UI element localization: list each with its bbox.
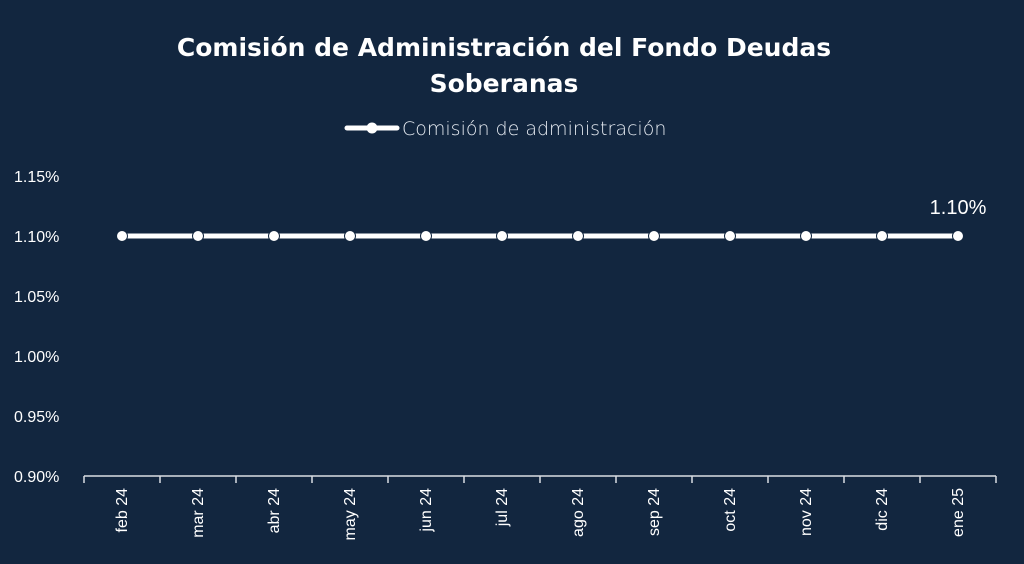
x-tick-label: dic 24 <box>874 488 891 531</box>
data-point <box>572 230 584 242</box>
y-tick-label: 1.05% <box>14 289 59 306</box>
data-point <box>724 230 736 242</box>
x-tick-label: oct 24 <box>722 488 739 532</box>
axes: feb 24 mar 24 abr 24 may 24 jun 24 jul 24 ago … <box>14 169 997 541</box>
x-tick-label: abr 24 <box>266 488 283 533</box>
data-labels-layer: 1.10% <box>930 197 987 219</box>
x-tick-label: ago 24 <box>570 488 587 537</box>
legend-label: Comisión de administración <box>402 118 666 140</box>
x-tick-label: jul 24 <box>494 488 511 527</box>
y-tick-label: 1.10% <box>14 229 59 246</box>
y-tick-label: 0.95% <box>14 409 59 426</box>
data-point <box>420 230 432 242</box>
chart-title-line-1: Comisión de Administración del Fondo Deu… <box>177 33 831 62</box>
data-point <box>800 230 812 242</box>
data-point <box>344 230 356 242</box>
series-layer <box>116 230 964 242</box>
data-point <box>268 230 280 242</box>
data-label: 1.10% <box>930 197 987 219</box>
x-tick-label: nov 24 <box>798 488 815 536</box>
legend: Comisión de administración <box>344 118 666 140</box>
y-tick-label: 1.15% <box>14 169 59 186</box>
y-tick-label: 0.90% <box>14 469 59 486</box>
chart-title-line-2: Soberanas <box>430 69 579 98</box>
x-tick-label: jun 24 <box>418 488 435 533</box>
legend-marker-swatch <box>366 122 378 134</box>
x-tick-label: feb 24 <box>114 488 131 533</box>
x-tick-label: sep 24 <box>646 488 663 536</box>
y-tick-label: 1.00% <box>14 349 59 366</box>
data-point <box>192 230 204 242</box>
x-tick-label: may 24 <box>342 488 359 541</box>
data-point <box>648 230 660 242</box>
data-point <box>952 230 964 242</box>
x-tick-label: mar 24 <box>190 488 207 538</box>
data-point <box>496 230 508 242</box>
data-point <box>876 230 888 242</box>
data-point <box>116 230 128 242</box>
x-tick-label: ene 25 <box>950 488 967 537</box>
chart-title: Comisión de Administración del Fondo Deu… <box>177 33 831 98</box>
